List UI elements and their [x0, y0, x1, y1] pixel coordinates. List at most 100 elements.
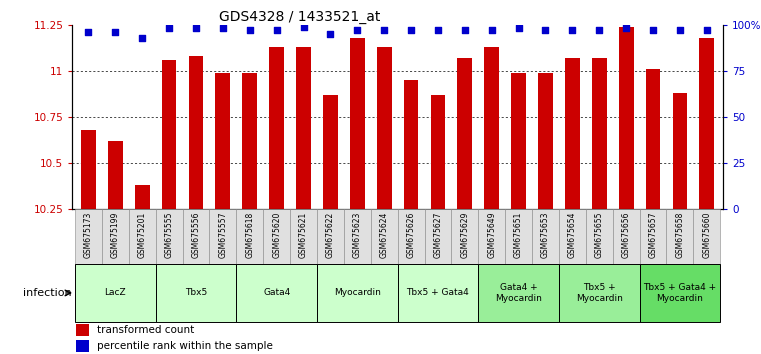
Point: [673, 28, 686, 33]
Bar: [317, 209, 344, 264]
Bar: [478, 209, 505, 264]
Bar: [102, 209, 129, 264]
Bar: [323, 95, 338, 209]
Bar: [237, 264, 317, 322]
Point: [217, 25, 229, 31]
Point: [163, 25, 175, 31]
Bar: [457, 58, 473, 209]
Bar: [639, 264, 720, 322]
Text: Tbx5 + Gata4 +
Myocardin: Tbx5 + Gata4 + Myocardin: [643, 283, 717, 303]
Point: [352, 28, 364, 33]
Bar: [242, 73, 257, 209]
Text: GSM675618: GSM675618: [245, 212, 254, 258]
Text: GSM675173: GSM675173: [84, 212, 93, 258]
Point: [378, 28, 390, 33]
Text: GSM675649: GSM675649: [487, 212, 496, 258]
Point: [566, 28, 578, 33]
Bar: [505, 209, 532, 264]
Point: [512, 25, 524, 31]
Text: Tbx5 + Gata4: Tbx5 + Gata4: [406, 289, 470, 297]
Text: GSM675629: GSM675629: [460, 212, 470, 258]
Bar: [673, 93, 687, 209]
Bar: [350, 38, 365, 209]
Point: [701, 28, 713, 33]
Point: [405, 28, 417, 33]
Bar: [532, 209, 559, 264]
Bar: [344, 209, 371, 264]
Text: GSM675627: GSM675627: [434, 212, 442, 258]
Bar: [189, 56, 203, 209]
Point: [298, 24, 310, 29]
Bar: [559, 209, 586, 264]
Point: [82, 29, 94, 35]
Bar: [565, 58, 580, 209]
Bar: [538, 73, 553, 209]
Text: GSM675626: GSM675626: [406, 212, 416, 258]
Text: GSM675557: GSM675557: [218, 212, 228, 258]
Bar: [156, 264, 237, 322]
Text: infection: infection: [23, 288, 72, 298]
Bar: [290, 209, 317, 264]
Text: GSM675555: GSM675555: [164, 212, 174, 258]
Bar: [317, 264, 397, 322]
Bar: [75, 324, 88, 336]
Bar: [75, 264, 156, 322]
Text: GSM675621: GSM675621: [299, 212, 308, 258]
Text: Gata4 +
Myocardin: Gata4 + Myocardin: [495, 283, 542, 303]
Bar: [371, 209, 397, 264]
Text: GSM675620: GSM675620: [272, 212, 281, 258]
Bar: [296, 47, 311, 209]
Point: [647, 28, 659, 33]
Point: [431, 28, 444, 33]
Bar: [129, 209, 156, 264]
Bar: [135, 185, 150, 209]
Text: GSM675656: GSM675656: [622, 212, 631, 258]
Bar: [75, 209, 102, 264]
Bar: [431, 95, 445, 209]
Point: [459, 28, 471, 33]
Bar: [263, 209, 290, 264]
Point: [593, 28, 605, 33]
Bar: [425, 209, 451, 264]
Bar: [613, 209, 639, 264]
Text: Gata4: Gata4: [263, 289, 290, 297]
Point: [620, 25, 632, 31]
Text: GSM675657: GSM675657: [648, 212, 658, 258]
Bar: [108, 141, 123, 209]
Text: GSM675654: GSM675654: [568, 212, 577, 258]
Text: GSM675658: GSM675658: [676, 212, 684, 258]
Text: LacZ: LacZ: [104, 289, 126, 297]
Bar: [639, 209, 667, 264]
Text: GSM675199: GSM675199: [111, 212, 119, 258]
Bar: [81, 130, 96, 209]
Text: GSM675622: GSM675622: [326, 212, 335, 258]
Point: [271, 28, 283, 33]
Point: [244, 28, 256, 33]
Text: GSM675653: GSM675653: [541, 212, 550, 258]
Bar: [592, 58, 607, 209]
Text: GSM675624: GSM675624: [380, 212, 389, 258]
Point: [324, 31, 336, 37]
Text: Tbx5: Tbx5: [185, 289, 207, 297]
Text: percentile rank within the sample: percentile rank within the sample: [97, 341, 272, 352]
Bar: [451, 209, 478, 264]
Bar: [75, 340, 88, 353]
Text: transformed count: transformed count: [97, 325, 194, 336]
Point: [486, 28, 498, 33]
Point: [136, 35, 148, 40]
Bar: [397, 264, 478, 322]
Bar: [645, 69, 661, 209]
Bar: [156, 209, 183, 264]
Text: GSM675655: GSM675655: [595, 212, 603, 258]
Text: Myocardin: Myocardin: [334, 289, 380, 297]
Text: GSM675651: GSM675651: [514, 212, 523, 258]
Bar: [478, 264, 559, 322]
Bar: [403, 80, 419, 209]
Point: [110, 29, 122, 35]
Bar: [269, 47, 284, 209]
Bar: [699, 38, 715, 209]
Title: GDS4328 / 1433521_at: GDS4328 / 1433521_at: [219, 10, 380, 24]
Bar: [237, 209, 263, 264]
Bar: [511, 73, 526, 209]
Bar: [377, 47, 392, 209]
